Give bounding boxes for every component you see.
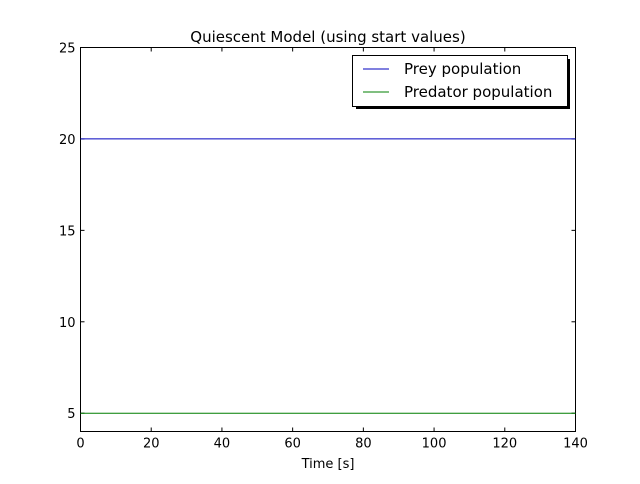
x-tick-label: 100 [422,437,447,452]
plot-area [80,47,576,432]
y-tick-label: 15 [59,224,76,239]
x-tick-label: 80 [355,437,372,452]
series-lines [80,138,576,414]
y-tick-label: 10 [59,316,76,331]
x-tick-label: 140 [563,437,588,452]
x-axis: 0 20 40 60 80 100 120 140 [76,47,588,452]
x-tick-label: 40 [214,437,231,452]
legend-box [352,55,568,107]
y-tick-label: 25 [59,42,76,57]
x-axis-label: Time [s] [301,457,355,472]
x-tick-label: 0 [76,437,84,452]
legend: Prey population Predator population [352,55,570,109]
x-tick-label: 20 [143,437,160,452]
y-tick-label: 20 [59,133,76,148]
legend-label: Predator population [404,83,552,101]
y-axis: 5 10 15 20 25 [59,42,576,422]
y-tick-label: 5 [67,407,75,422]
x-tick-label: 120 [492,437,517,452]
x-tick-label: 60 [284,437,301,452]
chart-title: Quiescent Model (using start values) [190,28,465,46]
legend-label: Prey population [404,60,521,78]
